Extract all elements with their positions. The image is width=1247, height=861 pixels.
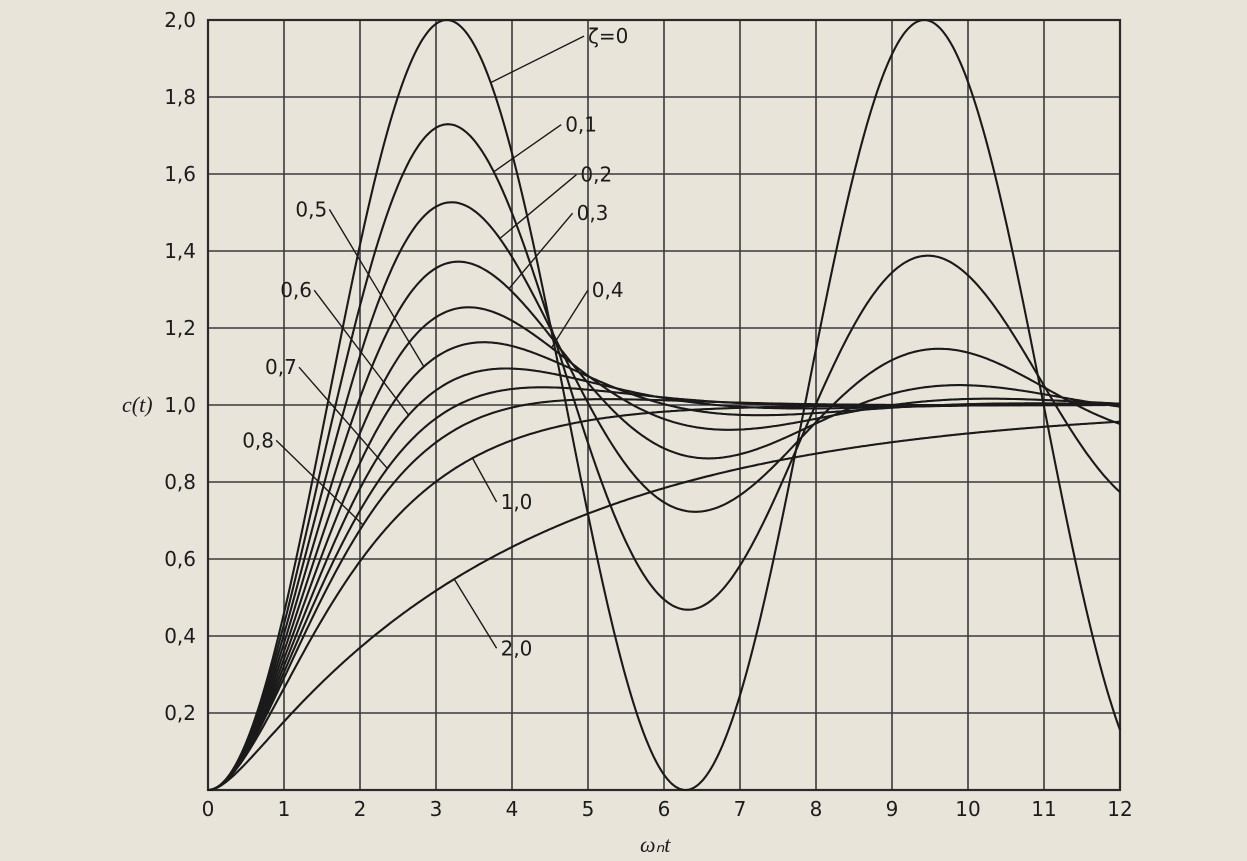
series-label: 0,4 bbox=[592, 278, 624, 302]
series-label: 0,8 bbox=[242, 428, 274, 452]
x-tick-label: 7 bbox=[734, 797, 747, 821]
label-leader bbox=[298, 366, 388, 469]
label-leader bbox=[275, 439, 364, 526]
x-tick-label: 3 bbox=[430, 797, 443, 821]
y-tick-label: 0,4 bbox=[164, 624, 196, 648]
y-tick-label: 1,6 bbox=[164, 162, 196, 186]
label-leader bbox=[499, 174, 577, 240]
curve-zeta-2 bbox=[207, 420, 1121, 792]
series-label: 0,1 bbox=[565, 113, 597, 137]
x-tick-label: 6 bbox=[658, 797, 671, 821]
label-leader bbox=[328, 208, 425, 367]
series-label: 0,5 bbox=[295, 197, 327, 221]
x-tick-label: 4 bbox=[506, 797, 519, 821]
x-tick-label: 2 bbox=[354, 797, 367, 821]
label-leader bbox=[471, 457, 498, 503]
curve-zeta-1 bbox=[207, 403, 1120, 792]
x-tick-label: 1 bbox=[278, 797, 291, 821]
y-tick-label: 1,2 bbox=[164, 316, 196, 340]
label-leader bbox=[550, 289, 589, 349]
series-label: 1,0 bbox=[501, 490, 533, 514]
curve-zeta-0.1 bbox=[207, 123, 1121, 792]
y-tick-label: 1,4 bbox=[164, 239, 196, 263]
y-tick-label: 0,6 bbox=[164, 547, 196, 571]
x-tick-label: 10 bbox=[955, 797, 980, 821]
label-leader bbox=[490, 35, 585, 84]
label-leader bbox=[313, 289, 410, 416]
series-label: 2,0 bbox=[501, 636, 533, 660]
x-tick-label: 5 bbox=[582, 797, 595, 821]
series-label: ζ=0 bbox=[588, 24, 628, 48]
y-tick-label: 2,0 bbox=[164, 8, 196, 32]
series-label: 0,6 bbox=[280, 278, 312, 302]
curves bbox=[207, 18, 1121, 792]
series-label: 0,2 bbox=[580, 163, 612, 187]
label-leader bbox=[493, 124, 562, 173]
x-tick-labels: 0 1 2 3 4 5 6 7 8 9 10 11 12 bbox=[202, 797, 1133, 821]
x-tick-label: 0 bbox=[202, 797, 215, 821]
series-label: 0,3 bbox=[577, 201, 609, 225]
label-leaders bbox=[275, 35, 589, 649]
x-tick-label: 8 bbox=[810, 797, 823, 821]
y-tick-label: 0,8 bbox=[164, 470, 196, 494]
y-tick-label: 1,8 bbox=[164, 85, 196, 109]
y-axis-label: c(t) bbox=[122, 392, 153, 417]
label-leader bbox=[453, 578, 498, 649]
x-axis-label: ωₙt bbox=[640, 832, 671, 857]
series-labels: ζ=0 0,1 0,2 0,3 0,4 0,5 0,6 0,7 0,8 1,0 2,0 bbox=[242, 24, 628, 660]
curve-zeta-0.4 bbox=[207, 306, 1121, 792]
y-tick-label: 1,0 bbox=[164, 393, 196, 417]
x-tick-label: 12 bbox=[1107, 797, 1132, 821]
label-leader bbox=[508, 212, 574, 290]
curve-zeta-0.3 bbox=[207, 260, 1121, 792]
y-tick-label: 0,2 bbox=[164, 701, 196, 725]
curve-zeta-0 bbox=[207, 18, 1121, 792]
series-label: 0,7 bbox=[265, 355, 297, 379]
x-tick-label: 9 bbox=[886, 797, 899, 821]
curve-zeta-0.2 bbox=[207, 201, 1121, 792]
y-tick-labels: 0,2 0,4 0,6 0,8 1,0 1,2 1,4 1,6 1,8 2,0 bbox=[164, 8, 196, 725]
x-tick-label: 11 bbox=[1031, 797, 1056, 821]
